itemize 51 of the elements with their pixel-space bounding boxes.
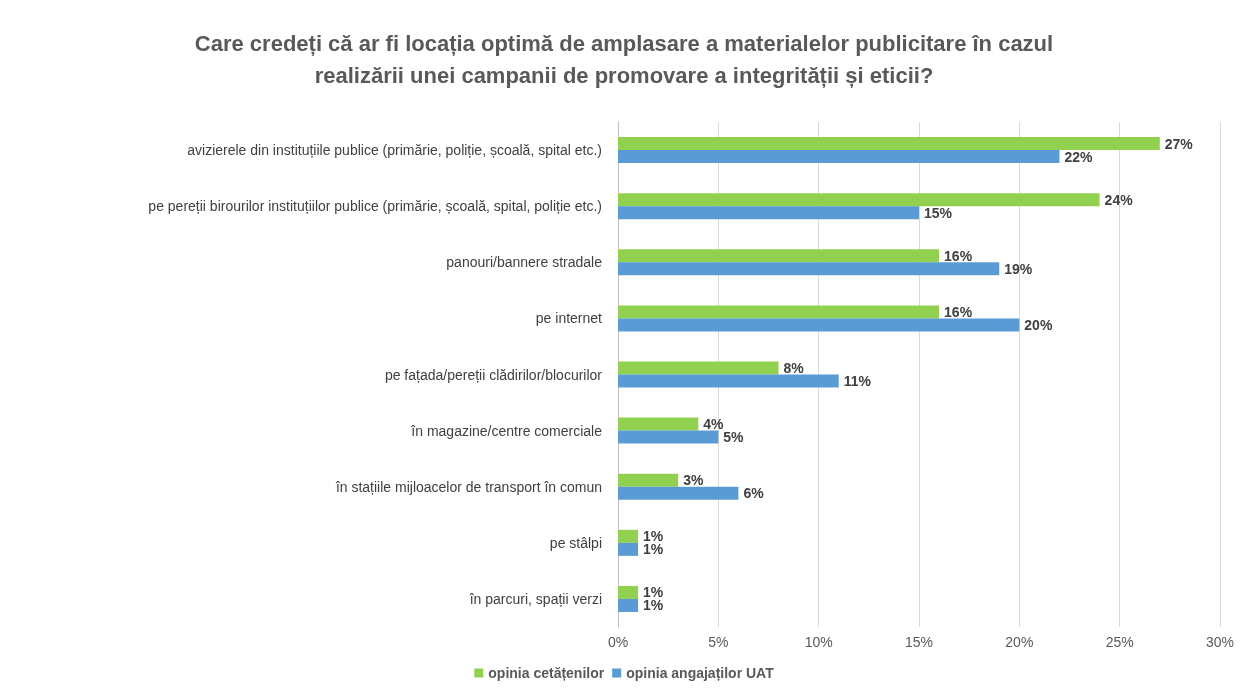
data-label: 24% xyxy=(1104,191,1134,208)
legend-label: opinia cetățenilor xyxy=(488,665,605,681)
x-tick-label: 5% xyxy=(708,634,729,650)
data-label: 22% xyxy=(1064,148,1094,165)
bar xyxy=(618,150,1060,164)
bar xyxy=(618,473,679,487)
y-tick-label: pe stâlpi xyxy=(549,534,602,551)
y-tick-label: pe internet xyxy=(535,310,603,327)
y-tick-label: în magazine/centre comerciale xyxy=(410,422,603,439)
x-tick-label: 25% xyxy=(1105,634,1134,650)
bar xyxy=(618,361,779,375)
data-label: 6% xyxy=(743,485,765,502)
bar xyxy=(618,430,719,444)
data-label: 16% xyxy=(944,303,973,320)
y-tick-label: pe pereții birourilor instituțiilor publice (primărie, școală, spital, poliție etc.) xyxy=(148,198,602,215)
data-label: 5% xyxy=(723,429,745,446)
data-label: 11% xyxy=(843,373,872,389)
bar xyxy=(618,137,1160,151)
bar xyxy=(618,417,699,431)
data-label: 20% xyxy=(1024,316,1053,333)
x-tick-label: 10% xyxy=(804,634,833,650)
y-tick-label: în parcuri, spații verzi xyxy=(468,590,602,607)
bar xyxy=(618,585,639,599)
y-tick-label: avizierele din instituțiile publice (primărie, poliție, școală, spital etc.) xyxy=(187,142,602,159)
y-tick-label: în stațiile mijloacelor de transport în comun xyxy=(334,478,602,495)
x-tick-label: 20% xyxy=(1005,634,1034,650)
data-label: 8% xyxy=(783,360,805,376)
bar xyxy=(618,529,639,543)
bar xyxy=(618,598,639,612)
y-tick-label: pe fațada/pereții clădirilor/blocurilor xyxy=(384,366,603,383)
data-label: 27% xyxy=(1164,135,1194,152)
bar xyxy=(618,249,940,263)
x-tick-label: 0% xyxy=(607,634,629,650)
bar xyxy=(618,305,940,319)
chart-title: Care credeți că ar fi locația optimă de amplasare a materialelor publicitare în cazul realizării unei campanii de promovare a integrității și eticii? xyxy=(194,30,1054,88)
data-label: 15% xyxy=(924,204,953,221)
bar xyxy=(618,374,839,388)
bar xyxy=(618,486,739,500)
bar xyxy=(618,542,639,556)
x-tick-label: 15% xyxy=(904,634,934,650)
data-label: 16% xyxy=(944,247,973,264)
y-tick-label: panouri/bannere stradale xyxy=(446,254,603,271)
bar xyxy=(618,206,919,220)
legend-label: opinia angajaților UAT xyxy=(626,665,775,681)
bar xyxy=(618,193,1100,207)
bar xyxy=(618,318,1020,332)
data-label: 19% xyxy=(1004,260,1033,277)
data-label: 4% xyxy=(703,416,725,433)
bar xyxy=(618,262,1000,276)
x-tick-label: 30% xyxy=(1205,634,1235,650)
data-label: 3% xyxy=(683,472,704,489)
